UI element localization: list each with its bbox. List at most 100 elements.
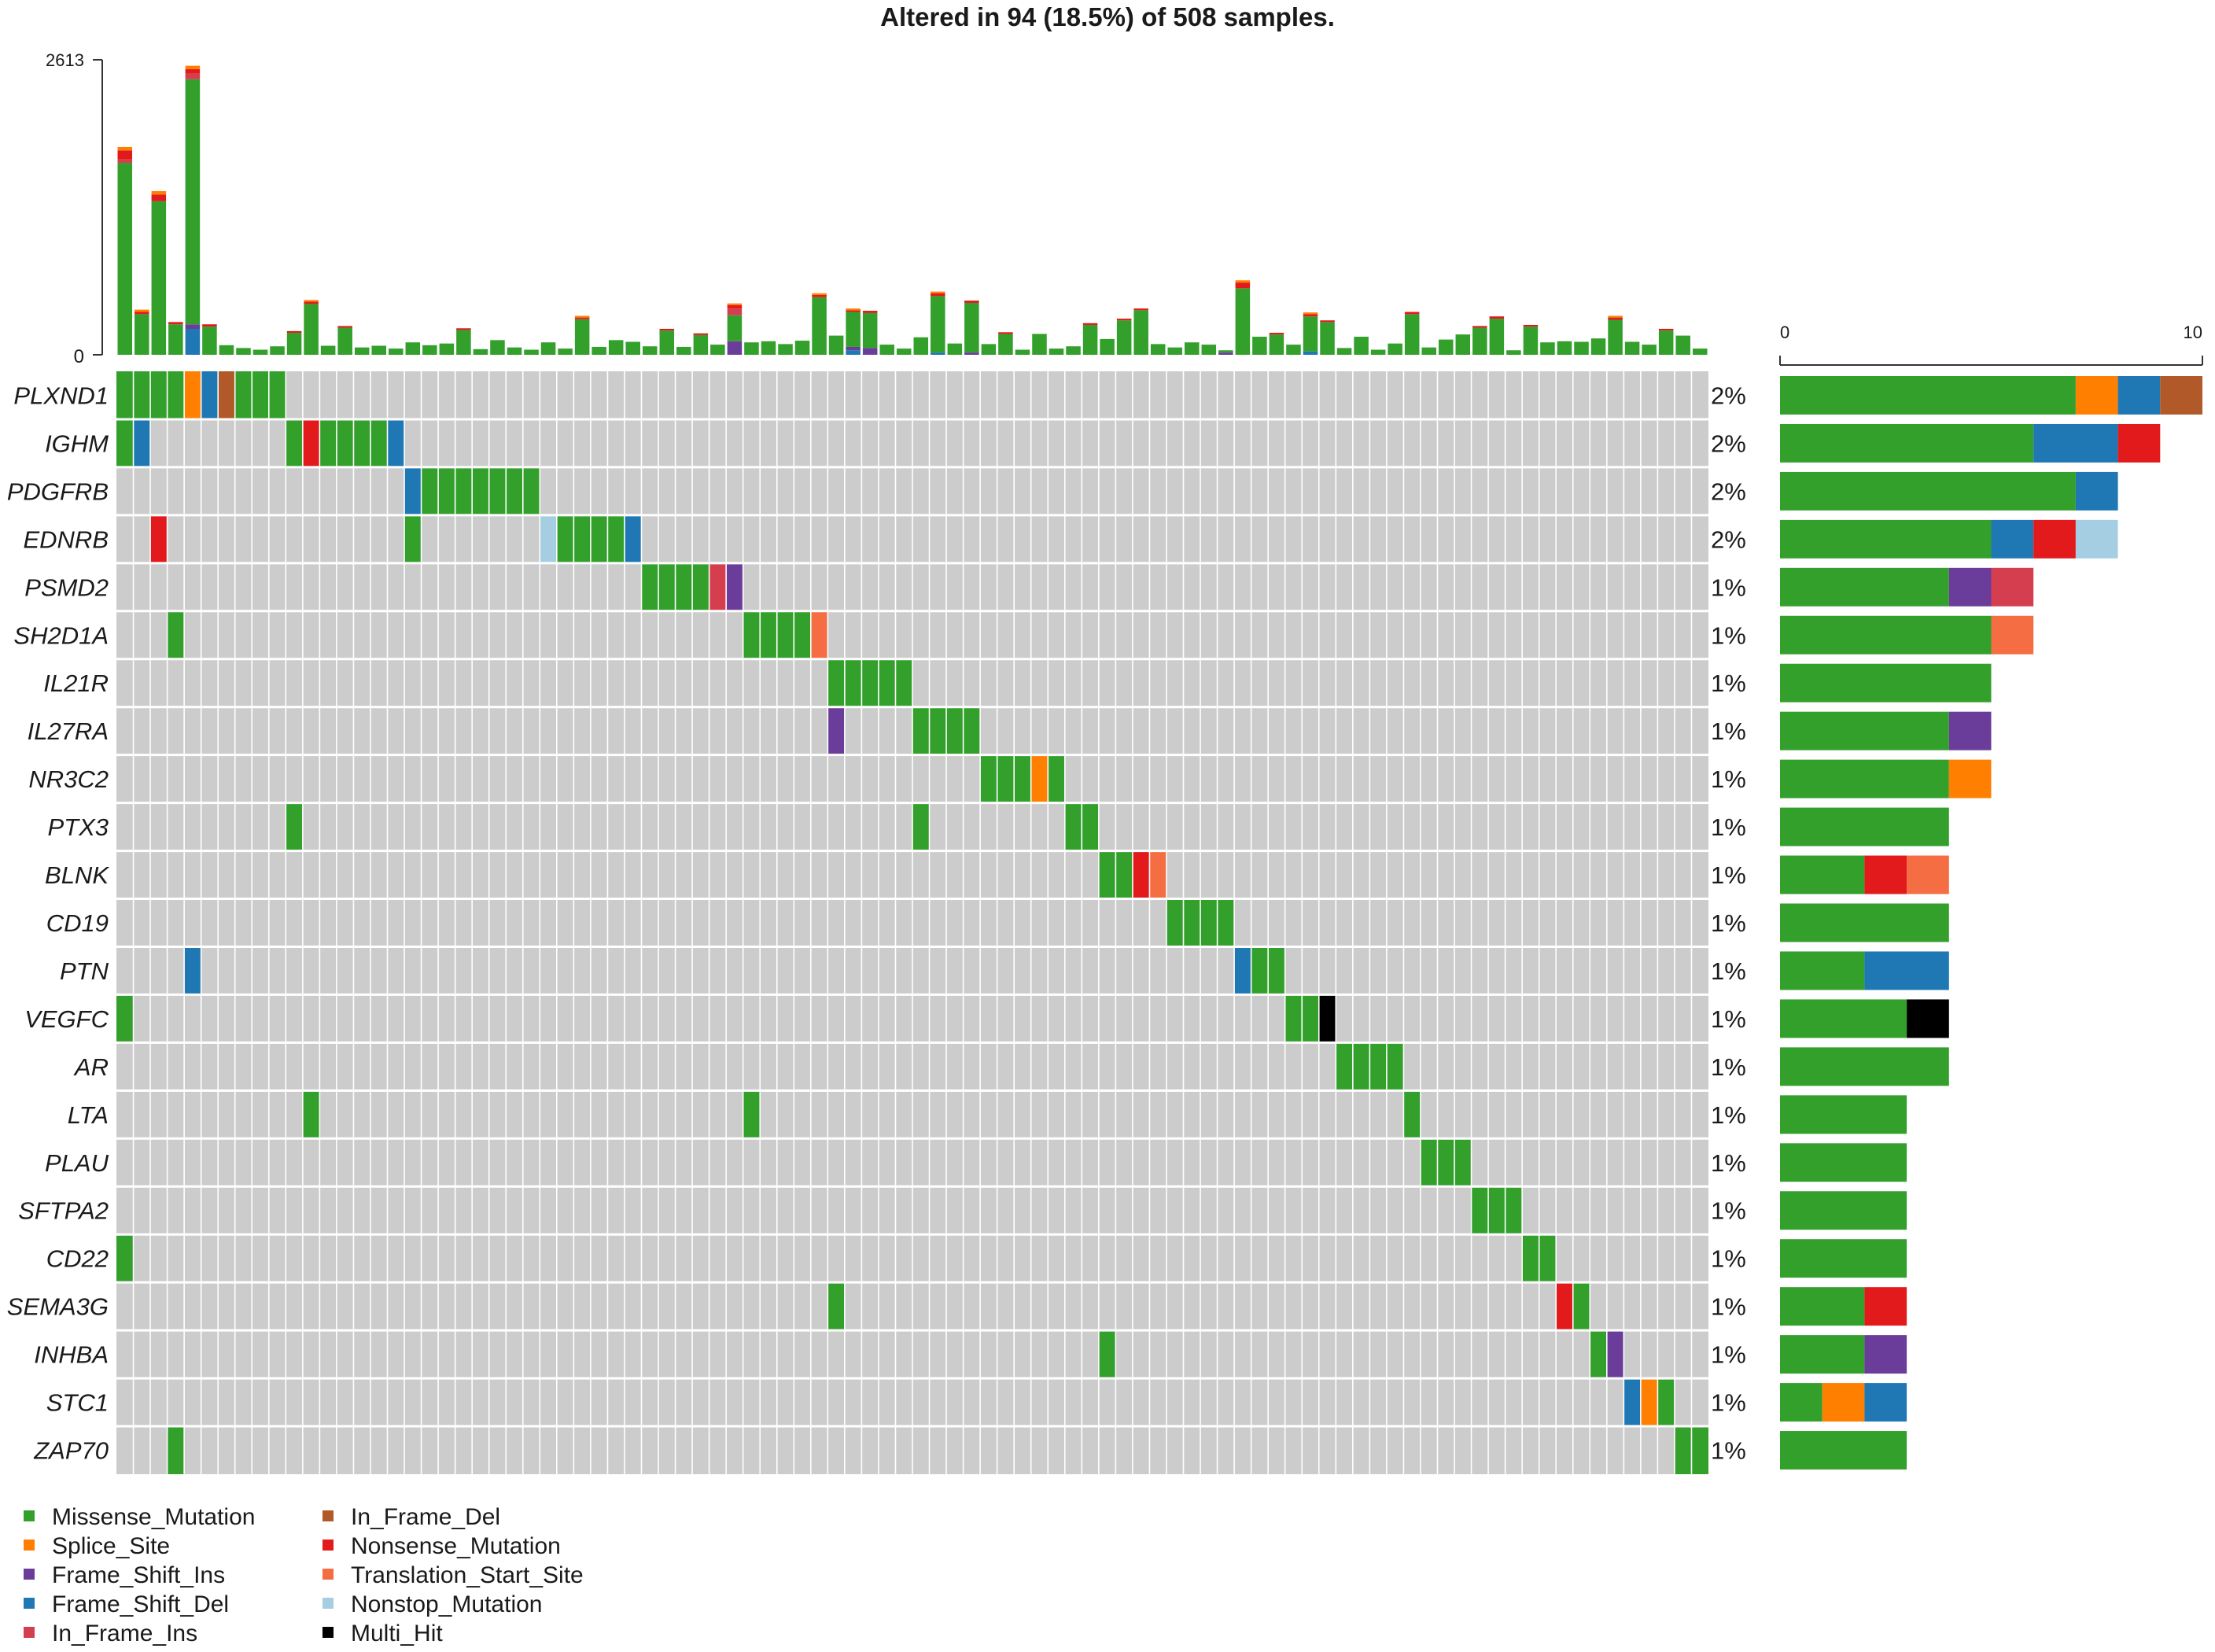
tmb-bar-segment xyxy=(337,326,352,328)
mutation-cell xyxy=(607,514,625,563)
legend-label: Multi_Hit xyxy=(351,1621,443,1646)
tmb-bar-segment xyxy=(1133,310,1148,355)
tmb-bar-segment xyxy=(1388,343,1402,355)
mutation-cell xyxy=(1623,1378,1641,1427)
tmb-bar-segment xyxy=(135,312,149,315)
tmb-bar-segment xyxy=(202,326,217,355)
mutation-cell xyxy=(1318,994,1336,1043)
gene-percent-label: 1% xyxy=(1711,765,1746,793)
gene-bar-x-tick-label: 10 xyxy=(2184,323,2202,342)
tmb-bar-segment xyxy=(1116,320,1132,355)
tmb-bar-segment xyxy=(1116,319,1132,321)
tmb-bar-segment xyxy=(947,343,963,355)
legend-swatch xyxy=(322,1569,334,1580)
tmb-bar-segment xyxy=(1675,335,1690,355)
tmb-bar-segment xyxy=(135,309,149,312)
tmb-bar-segment xyxy=(117,146,133,151)
tmb-bar-segment xyxy=(1320,322,1335,355)
mutation-cell xyxy=(912,802,930,851)
gene-bar-x-tick-label: 0 xyxy=(1780,323,1789,342)
gene-bar-segment xyxy=(2033,423,2118,463)
mutation-cell xyxy=(827,706,845,755)
tmb-bar-segment xyxy=(964,302,979,353)
tmb-bar-segment xyxy=(507,347,522,355)
tmb-bar-segment xyxy=(574,317,590,319)
gene-label: EDNRB xyxy=(23,525,109,553)
tmb-bar-segment xyxy=(185,65,201,69)
tmb-bar-segment xyxy=(1066,346,1081,355)
gene-bar-segment xyxy=(1948,567,1992,607)
gene-percent-label: 1% xyxy=(1711,1197,1746,1225)
tmb-bar-segment xyxy=(846,310,861,312)
mutation-cell xyxy=(1115,850,1133,899)
gene-bar-segment xyxy=(1907,855,1949,894)
legend-label: Frame_Shift_Ins xyxy=(52,1562,225,1588)
mutation-cell xyxy=(997,754,1015,803)
tmb-bar-segment xyxy=(286,330,302,334)
tmb-bar-segment xyxy=(151,190,167,195)
mutation-cell xyxy=(980,754,997,803)
tmb-bar-segment xyxy=(1354,337,1369,355)
mutation-cell xyxy=(438,466,455,515)
tmb-bar-segment xyxy=(286,333,302,355)
mutation-cell xyxy=(133,371,151,419)
gene-percent-label: 1% xyxy=(1711,1005,1746,1033)
tmb-bar-segment xyxy=(862,311,878,313)
tmb-bar-segment xyxy=(135,314,149,355)
mutation-cell xyxy=(404,466,422,515)
mutation-cell xyxy=(1556,1282,1573,1331)
tmb-bar-segment xyxy=(574,319,590,355)
gene-percent-label: 1% xyxy=(1711,1101,1746,1129)
tmb-bar-segment xyxy=(1303,312,1318,315)
gene-bar-segment xyxy=(1780,759,1949,798)
mutation-cell xyxy=(1403,1090,1421,1139)
legend-label: Nonstop_Mutation xyxy=(351,1591,543,1617)
tmb-bar-segment xyxy=(185,79,201,325)
gene-bar-segment xyxy=(1864,951,1949,990)
tmb-bar-segment xyxy=(794,341,810,355)
gene-bar-segment xyxy=(1864,1383,1907,1422)
mutation-cell xyxy=(421,466,439,515)
gene-percent-label: 1% xyxy=(1711,909,1746,937)
tmb-bar-segment xyxy=(642,346,658,355)
mutation-cell xyxy=(286,419,303,467)
gene-bar-segment xyxy=(1780,519,1992,559)
mutation-cell xyxy=(878,658,896,707)
gene-bar-segment xyxy=(1780,807,1949,846)
gene-percent-label: 1% xyxy=(1711,1389,1746,1417)
legend-swatch xyxy=(24,1598,35,1609)
legend-label: In_Frame_Ins xyxy=(52,1621,197,1646)
tmb-bar-segment xyxy=(778,344,793,355)
mutation-cell xyxy=(675,562,693,611)
mutation-cell xyxy=(827,658,845,707)
mutation-cell xyxy=(1030,754,1049,803)
gene-label: INHBA xyxy=(34,1341,109,1369)
tmb-bar-segment xyxy=(828,335,844,355)
mutation-cell xyxy=(641,562,659,611)
mutation-cell xyxy=(1234,946,1251,995)
mutation-cell xyxy=(522,466,540,515)
mutation-cell xyxy=(1606,1330,1624,1379)
tmb-bar-segment xyxy=(846,346,861,351)
mutation-cell xyxy=(1251,946,1269,995)
legend-label: Missense_Mutation xyxy=(52,1504,255,1530)
mutation-cell xyxy=(1284,994,1303,1043)
mutation-cell xyxy=(946,706,964,755)
mutation-cell xyxy=(861,658,879,707)
mutation-cell xyxy=(929,706,947,755)
tmb-bar-segment xyxy=(354,347,370,355)
gene-label: VEGFC xyxy=(24,1005,109,1033)
gene-bar-segment xyxy=(1780,567,1949,607)
tmb-bar-segment xyxy=(117,159,133,164)
gene-bar-segment xyxy=(2075,519,2118,559)
tmb-bar-segment xyxy=(913,337,929,355)
tmb-bar-segment xyxy=(168,324,183,355)
gene-bar-segment xyxy=(1780,1287,1865,1326)
tmb-bar-segment xyxy=(1472,327,1487,355)
tmb-bar-segment xyxy=(1608,315,1623,318)
mutation-cell xyxy=(184,946,201,995)
mutation-cell xyxy=(1454,1138,1472,1187)
gene-label: SFTPA2 xyxy=(18,1197,109,1225)
tmb-bar-segment xyxy=(1303,351,1318,355)
tmb-bar-segment xyxy=(1235,288,1251,355)
